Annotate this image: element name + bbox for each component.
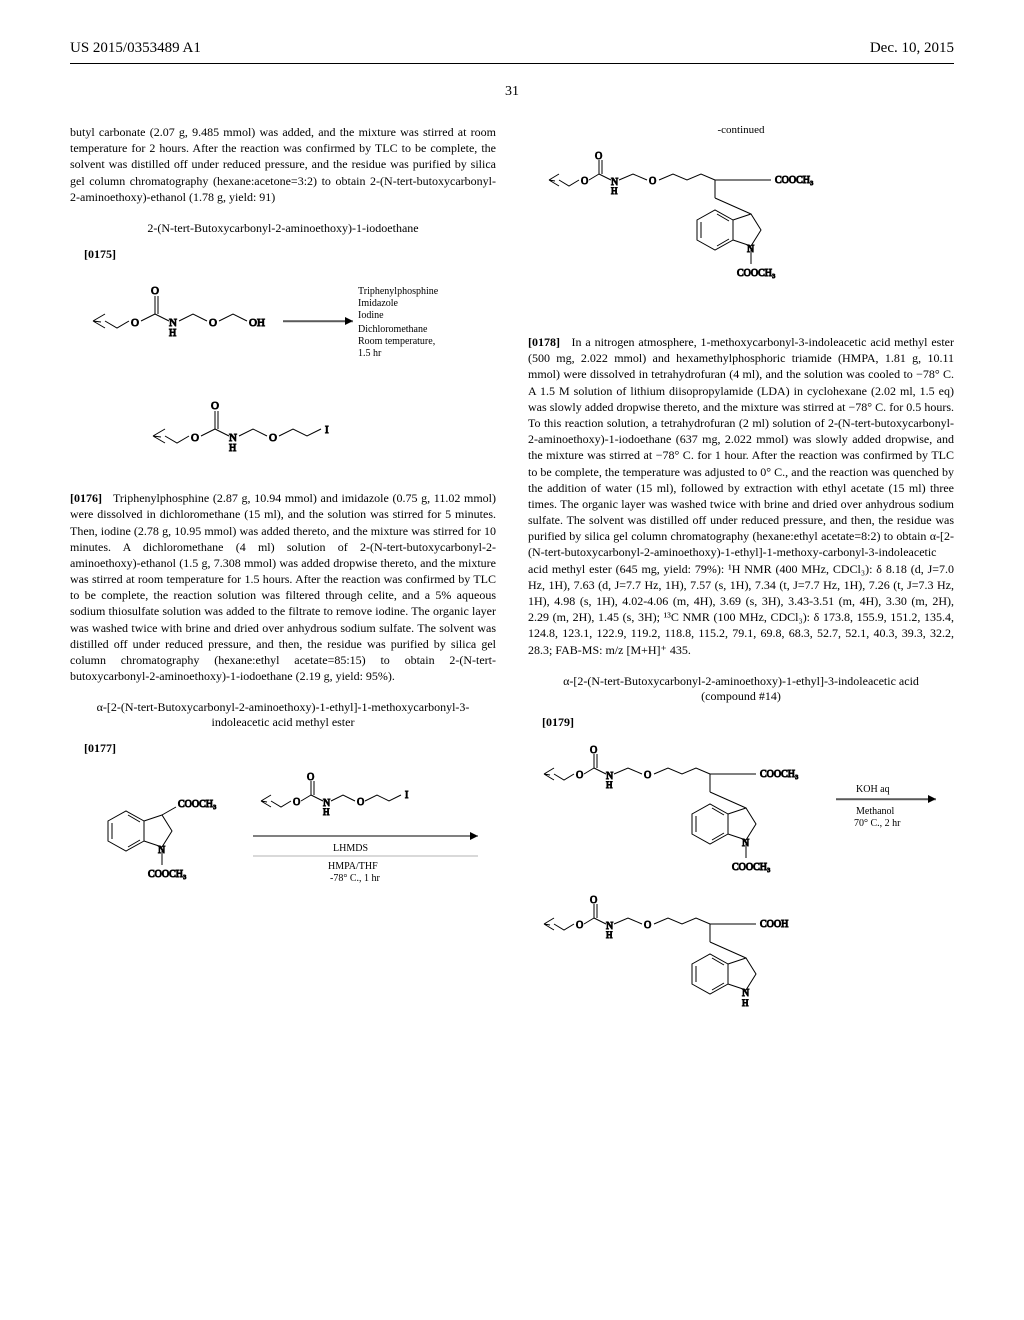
svg-text:O: O [357,797,364,808]
pub-date: Dec. 10, 2015 [870,40,954,57]
reaction-scheme-2: N COOCH₃ COOCH₃ O O N H O [70,771,496,911]
svg-text:O: O [307,772,314,783]
svg-text:Iodine: Iodine [358,310,384,321]
svg-text:O: O [644,920,651,931]
svg-text:H: H [169,328,176,339]
svg-text:70° C., 2 hr: 70° C., 2 hr [854,818,901,829]
svg-text:H: H [606,780,613,790]
svg-text:O: O [131,317,139,329]
svg-text:O: O [209,317,217,329]
svg-text:KOH aq: KOH aq [856,784,890,795]
svg-text:HMPA/THF: HMPA/THF [328,861,378,872]
svg-text:O: O [151,285,159,297]
svg-text:Imidazole: Imidazole [358,298,399,309]
svg-text:O: O [576,920,583,931]
svg-text:H: H [742,998,749,1008]
svg-text:COOCH₃: COOCH₃ [732,862,771,873]
svg-text:I: I [325,424,329,436]
svg-text:OH: OH [249,317,265,329]
paragraph: [0178] In a nitrogen atmosphere, 1-metho… [528,334,954,658]
svg-text:COOCH₃: COOCH₃ [178,799,217,810]
svg-text:COOCH₃: COOCH₃ [148,869,187,880]
svg-text:Methanol: Methanol [856,806,895,817]
reaction-scheme-1: O O N H O OH [70,276,496,476]
paragraph: [0176] Triphenylphosphine (2.87 g, 10.94… [70,490,496,684]
svg-text:Room temperature,: Room temperature, [358,336,435,347]
svg-text:COOCH₃: COOCH₃ [737,268,776,279]
right-column: -continued O O N H O [528,124,954,1038]
product-structure-1: O O N H O COOCH₃ [528,150,954,320]
svg-text:O: O [211,400,219,412]
svg-text:I: I [405,790,408,801]
svg-text:H: H [611,186,618,196]
para-number: [0179] [528,714,954,730]
svg-text:H: H [606,930,613,940]
svg-text:O: O [644,770,651,781]
svg-text:O: O [293,797,300,808]
svg-text:O: O [576,770,583,781]
compound-title: α-[2-(N-tert-Butoxycarbonyl-2-aminoethox… [92,700,474,730]
svg-text:O: O [590,895,597,906]
reaction-scheme-3: O O N H O COOCH₃ N [528,744,954,1024]
para-number: [0175] [70,246,496,262]
paragraph: butyl carbonate (2.07 g, 9.485 mmol) was… [70,124,496,205]
svg-text:-78° C., 1 hr: -78° C., 1 hr [330,873,380,884]
svg-text:Triphenylphosphine: Triphenylphosphine [358,286,439,297]
svg-text:LHMDS: LHMDS [333,843,368,854]
svg-text:COOH: COOH [760,919,788,930]
page-number: 31 [70,84,954,100]
svg-text:H: H [323,807,330,817]
svg-text:COOCH₃: COOCH₃ [775,175,814,186]
svg-text:O: O [269,432,277,444]
continued-label: -continued [528,124,954,136]
page-header: US 2015/0353489 A1 Dec. 10, 2015 [70,40,954,64]
svg-text:1.5 hr: 1.5 hr [358,348,382,359]
svg-text:O: O [581,176,588,187]
svg-text:Dichloromethane: Dichloromethane [358,324,428,335]
para-number: [0177] [70,740,496,756]
compound-title: α-[2-(N-tert-Butoxycarbonyl-2-aminoethox… [550,674,932,704]
left-column: butyl carbonate (2.07 g, 9.485 mmol) was… [70,124,496,1038]
pub-number: US 2015/0353489 A1 [70,40,201,57]
svg-text:O: O [590,745,597,756]
compound-title: 2-(N-tert-Butoxycarbonyl-2-aminoethoxy)-… [92,221,474,236]
svg-text:O: O [191,432,199,444]
svg-text:O: O [649,176,656,187]
svg-text:COOCH₃: COOCH₃ [760,769,799,780]
svg-text:H: H [229,443,236,454]
svg-text:O: O [595,151,602,162]
